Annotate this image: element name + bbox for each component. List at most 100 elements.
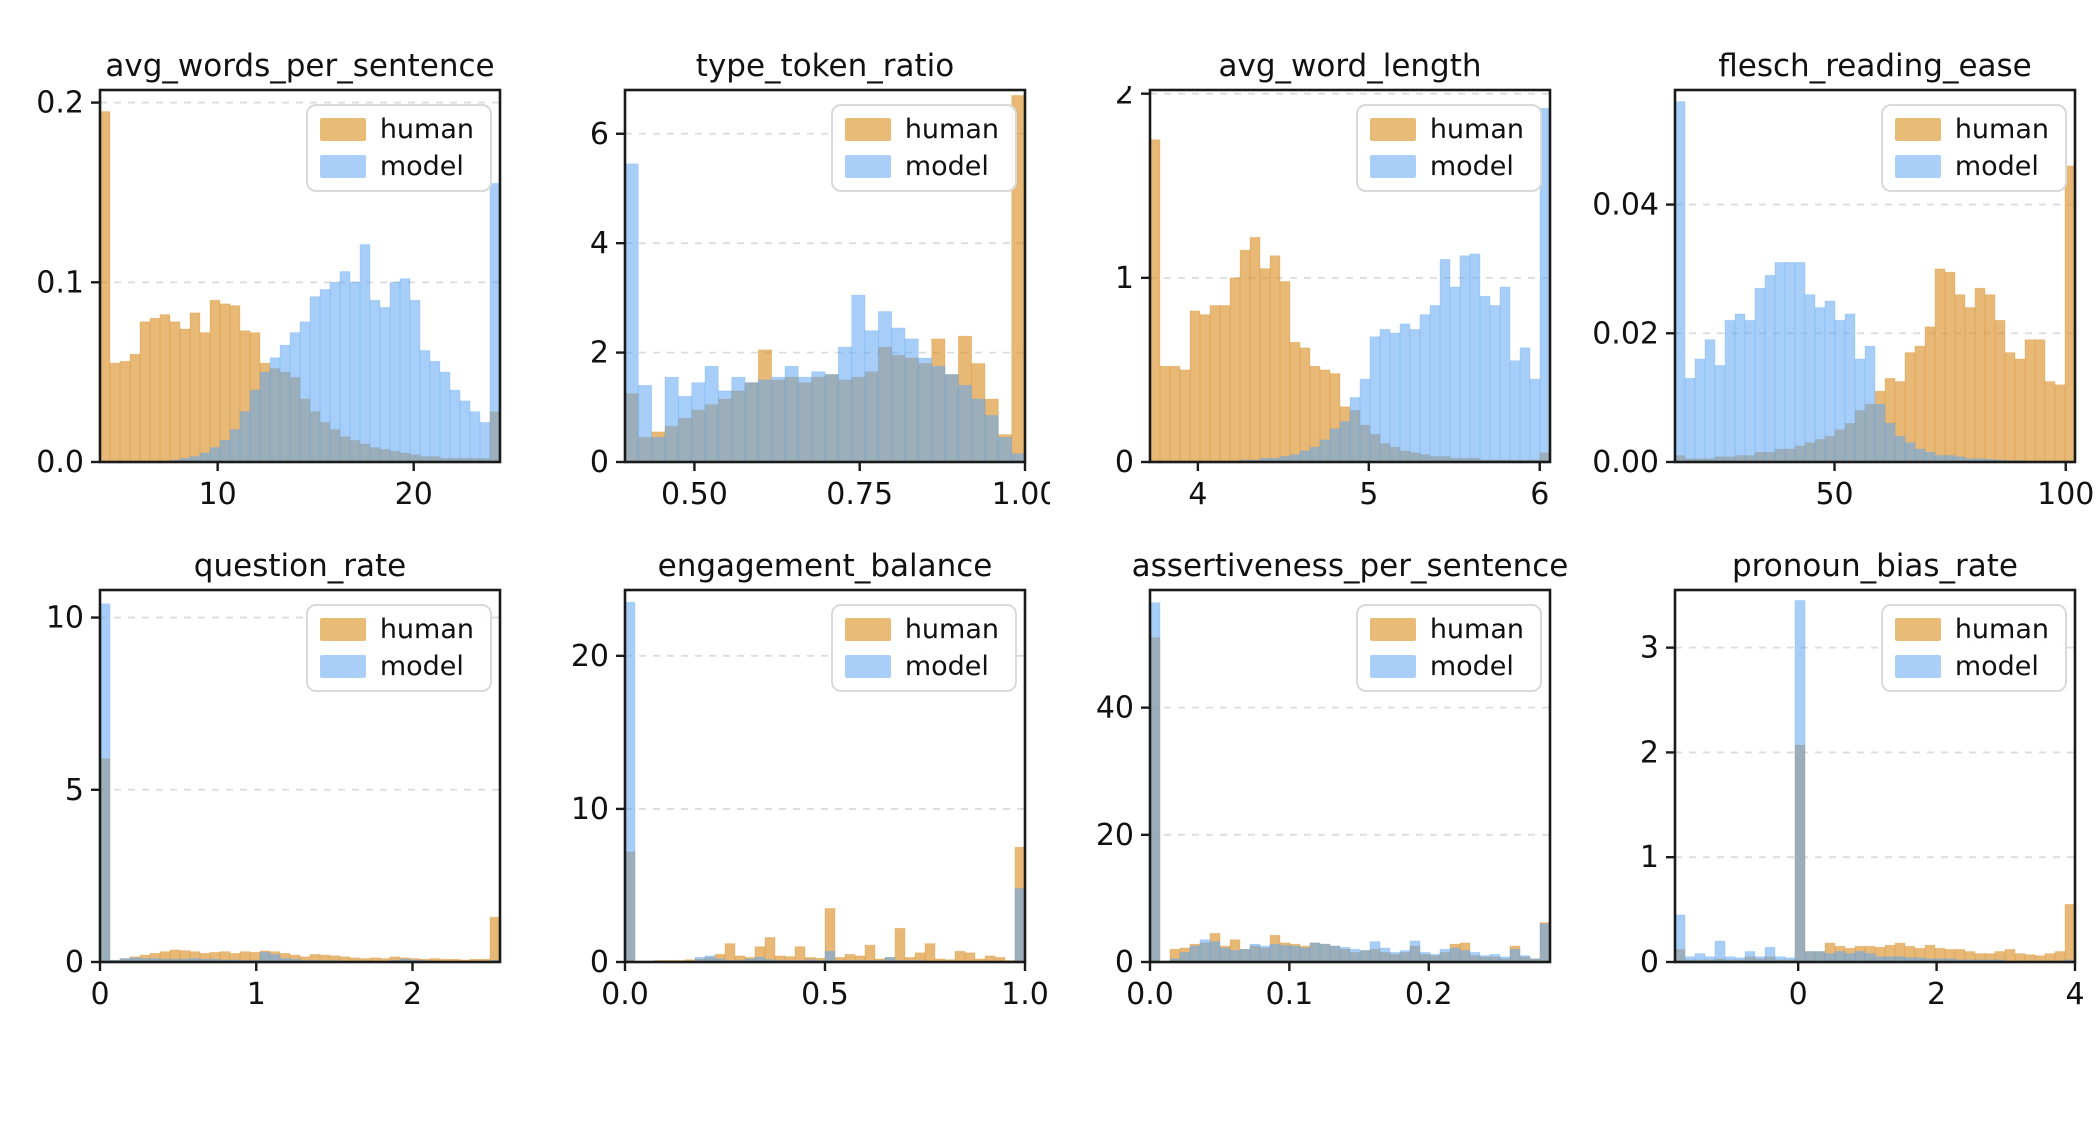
model-swatch-icon xyxy=(844,655,891,678)
model-swatch-icon xyxy=(1369,155,1416,178)
y-tick-label: 0.00 xyxy=(1592,445,1659,480)
model-bar xyxy=(319,289,331,462)
axes-frame xyxy=(1673,588,2077,964)
model-bar xyxy=(449,389,461,462)
model-swatch-icon xyxy=(1894,655,1941,678)
model-bar xyxy=(199,452,211,462)
model-bar xyxy=(997,436,1013,462)
model-bar xyxy=(1754,287,1766,462)
human-bar xyxy=(824,908,836,962)
model-bar xyxy=(771,376,786,462)
model-bar xyxy=(1249,943,1261,962)
model-bar xyxy=(811,371,826,462)
human-bar xyxy=(764,937,776,962)
x-tick-label: 4 xyxy=(2065,977,2084,1012)
human-bar xyxy=(864,944,876,962)
human-bar xyxy=(179,328,191,462)
x-tick-label: 1.0 xyxy=(1001,977,1049,1012)
y-tick-label: 10 xyxy=(46,601,84,636)
histogram-canvas: 10 20 0.0 0.1 0.2 xyxy=(36,86,502,512)
model-bar xyxy=(1329,428,1341,462)
model-bar xyxy=(1764,946,1776,962)
model-bar xyxy=(259,951,271,962)
y-tick-label: 10 xyxy=(571,792,609,827)
human-bar xyxy=(2004,949,2016,962)
model-bar xyxy=(1675,914,1686,962)
human-bar xyxy=(1249,236,1261,462)
histogram-canvas: 4 5 6 0 1 2 xyxy=(1115,86,1552,512)
model-legend-label: model xyxy=(1954,651,2039,682)
model-bar xyxy=(971,398,986,462)
model-bar xyxy=(1764,274,1776,462)
y-tick-label: 1 xyxy=(1115,261,1134,296)
y-tick-label: 0 xyxy=(590,445,609,480)
model-bar xyxy=(1011,453,1025,462)
model-bar xyxy=(1239,948,1251,962)
model-bar xyxy=(944,374,959,462)
model-bar xyxy=(1489,305,1501,462)
y-tick-label: 0 xyxy=(590,945,609,980)
legend-entry-human: human xyxy=(1369,114,1524,145)
legend-entry-human: human xyxy=(844,616,999,643)
model-bar xyxy=(917,357,933,462)
y-tick-label: 6 xyxy=(590,117,609,152)
model-bar xyxy=(1724,320,1736,462)
human-bar xyxy=(209,299,221,462)
model-bar xyxy=(1459,255,1471,462)
model-bar xyxy=(1684,377,1696,462)
human-swatch-icon xyxy=(319,118,366,141)
human-bar xyxy=(724,943,736,962)
human-bar xyxy=(2054,951,2066,962)
model-bar xyxy=(1469,253,1481,462)
human-bar xyxy=(1209,305,1221,462)
x-tick-label: 1 xyxy=(247,977,266,1012)
legend-entry-model: model xyxy=(319,653,474,680)
human-bar xyxy=(1219,305,1231,462)
model-bar xyxy=(1409,329,1421,462)
model-bar xyxy=(1419,314,1431,462)
model-bar xyxy=(877,311,893,462)
model-bar xyxy=(1319,439,1331,462)
legend-entry-model: model xyxy=(1369,153,1524,180)
model-bar xyxy=(1429,305,1441,462)
model-bar xyxy=(1209,941,1221,962)
y-tick-label: 20 xyxy=(571,639,609,674)
model-bar xyxy=(1309,942,1321,962)
model-bar xyxy=(1914,448,1926,462)
model-bar xyxy=(1339,421,1351,462)
human-bar xyxy=(964,952,976,962)
model-bar xyxy=(1834,320,1846,462)
model-bar xyxy=(269,954,281,962)
x-tick-label: 0 xyxy=(90,977,109,1012)
model-bar xyxy=(289,332,301,462)
model-bar xyxy=(1409,940,1421,962)
human-bar xyxy=(2004,352,2016,462)
model-bar xyxy=(419,350,431,462)
human-bar xyxy=(169,321,181,462)
model-bar xyxy=(884,957,896,962)
human-swatch-icon xyxy=(319,618,366,641)
human-bar xyxy=(1199,314,1211,462)
model-bar xyxy=(864,330,879,462)
model-bar xyxy=(824,374,839,462)
model-bar xyxy=(1844,313,1856,462)
model-bar xyxy=(1319,943,1331,962)
model-swatch-icon xyxy=(1894,155,1941,178)
model-swatch-icon xyxy=(319,155,366,178)
model-bar xyxy=(339,271,351,462)
axes-frame xyxy=(98,588,502,964)
human-bar xyxy=(139,321,151,462)
model-bar xyxy=(1279,945,1291,962)
model-bar xyxy=(1299,947,1311,962)
human-bar xyxy=(1984,294,1996,462)
model-bar xyxy=(1734,313,1746,462)
model-bar xyxy=(1704,339,1716,462)
human-legend-label: human xyxy=(1429,114,1524,145)
model-legend-label: model xyxy=(904,651,989,682)
model-legend-label: model xyxy=(379,151,464,182)
model-bar xyxy=(891,327,906,462)
model-swatch-icon xyxy=(319,655,366,678)
model-bar xyxy=(1439,948,1451,962)
legend: human model xyxy=(1355,104,1542,192)
human-bar xyxy=(2064,165,2075,462)
